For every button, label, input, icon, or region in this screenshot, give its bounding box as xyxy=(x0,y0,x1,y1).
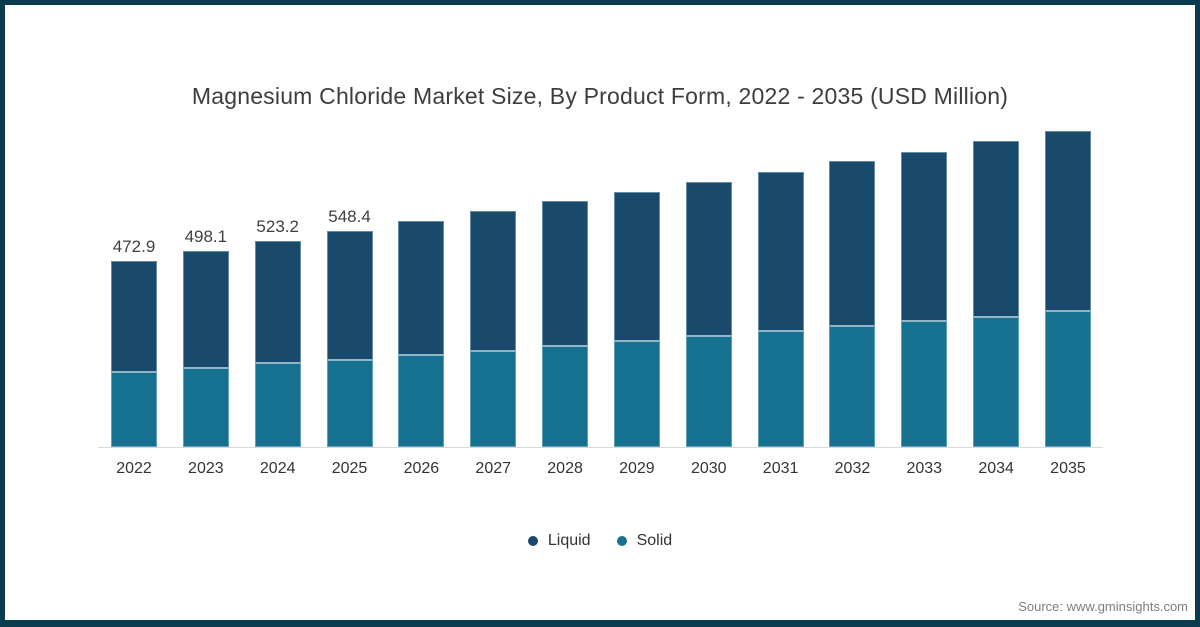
bar-column-2026: 2026 xyxy=(398,125,445,477)
solid-segment xyxy=(254,362,301,447)
x-axis-label-2026: 2026 xyxy=(403,460,440,477)
solid-segment xyxy=(1044,310,1091,447)
bar-total-label: 523.2 xyxy=(256,217,299,237)
x-axis-label-2023: 2023 xyxy=(188,460,224,477)
liquid-segment xyxy=(111,261,157,371)
liquid-segment xyxy=(182,251,229,367)
liquid-segment xyxy=(685,182,732,335)
solid-segment xyxy=(685,335,732,447)
solid-segment xyxy=(613,340,660,447)
bar-column-2031: 2031 xyxy=(757,125,804,477)
legend: Liquid Solid xyxy=(5,532,1195,550)
liquid-legend-dot-icon xyxy=(527,536,538,546)
bar-column-2028: 2028 xyxy=(542,125,589,477)
solid-segment xyxy=(326,359,373,447)
solid-segment xyxy=(398,354,445,447)
bar-column-2035: 2035 xyxy=(1044,125,1091,477)
x-axis-label-2035: 2035 xyxy=(1050,460,1086,477)
bar-total-label: 472.9 xyxy=(112,237,156,257)
liquid-segment xyxy=(326,231,373,359)
x-axis-label-2025: 2025 xyxy=(331,460,368,477)
bar-column-2022: 472.9 2022 xyxy=(111,125,157,477)
liquid-segment xyxy=(542,201,589,345)
liquid-segment xyxy=(613,192,660,340)
liquid-segment xyxy=(1044,131,1091,310)
chart-title: Magnesium Chloride Market Size, By Produ… xyxy=(191,83,1009,109)
solid-segment xyxy=(470,350,517,447)
solid-segment xyxy=(901,320,948,447)
solid-segment xyxy=(182,367,229,447)
plot-area: 472.9 2022 498.1 2023 523.2 2024 548.4 2025 2026… xyxy=(98,125,1103,477)
liquid-segment xyxy=(973,141,1020,316)
x-axis-label-2029: 2029 xyxy=(619,460,655,477)
bar-total-label: 548.4 xyxy=(328,207,371,227)
solid-segment xyxy=(542,345,589,447)
bar-column-2027: 2027 xyxy=(470,125,517,477)
x-axis-label-2024: 2024 xyxy=(259,460,296,477)
solid-segment xyxy=(829,325,876,447)
legend-label-liquid: Liquid xyxy=(547,532,591,549)
liquid-segment xyxy=(254,241,301,362)
x-axis-label-2033: 2033 xyxy=(906,460,943,477)
liquid-segment xyxy=(470,211,517,350)
bar-column-2029: 2029 xyxy=(613,125,660,477)
bar-column-2023: 498.1 2023 xyxy=(182,125,229,477)
x-axis-label-2031: 2031 xyxy=(762,460,799,477)
bar-total-label: 498.1 xyxy=(184,227,228,247)
x-axis-label-2030: 2030 xyxy=(690,460,727,477)
solid-segment xyxy=(757,330,804,447)
bar-column-2024: 523.2 2024 xyxy=(254,125,301,477)
x-axis-label-2034: 2034 xyxy=(978,460,1014,477)
bar-column-2034: 2034 xyxy=(973,125,1020,477)
bar-column-2033: 2033 xyxy=(901,125,948,477)
liquid-segment xyxy=(901,152,948,320)
legend-item-liquid: Liquid xyxy=(527,532,591,550)
x-axis-label-2032: 2032 xyxy=(834,460,871,477)
liquid-segment xyxy=(829,161,876,325)
source-attribution: Source: www.gminsights.com xyxy=(1018,599,1188,614)
x-axis-label-2022: 2022 xyxy=(116,460,152,477)
bar-column-2032: 2032 xyxy=(829,125,876,477)
x-axis-label-2027: 2027 xyxy=(475,460,512,477)
solid-segment xyxy=(111,371,157,447)
solid-legend-dot-icon xyxy=(616,536,627,546)
x-axis-label-2028: 2028 xyxy=(547,460,583,477)
bar-column-2025: 548.4 2025 xyxy=(326,125,373,477)
bar-column-2030: 2030 xyxy=(685,125,732,477)
legend-item-solid: Solid xyxy=(616,532,673,550)
liquid-segment xyxy=(398,221,445,354)
legend-label-solid: Solid xyxy=(636,532,673,549)
solid-segment xyxy=(973,316,1020,447)
liquid-segment xyxy=(757,172,804,330)
bars-container: 472.9 2022 498.1 2023 523.2 2024 548.4 2025 2026… xyxy=(111,125,1091,477)
